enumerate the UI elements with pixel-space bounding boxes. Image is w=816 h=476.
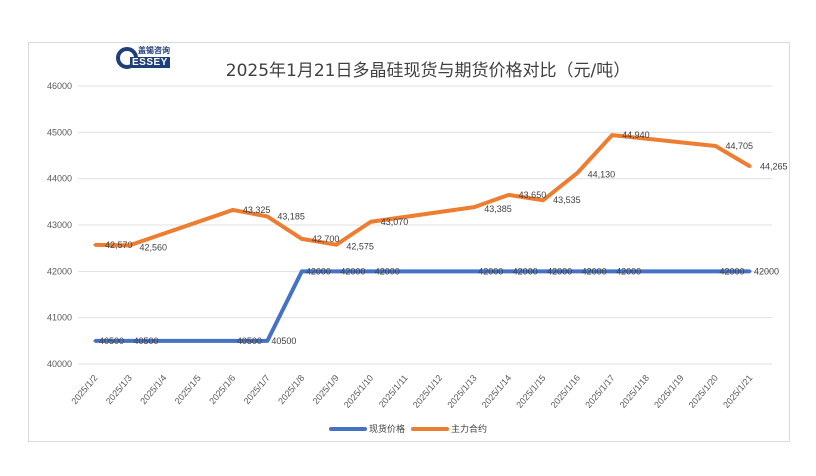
series-line-spot: [95, 269, 750, 343]
data-label: 42000: [306, 266, 331, 276]
data-label: 42000: [720, 266, 745, 276]
series-line-futures: [94, 133, 752, 248]
legend-item-futures[interactable]: 主力合约: [411, 422, 487, 435]
data-label: 42000: [478, 266, 503, 276]
data-label: 42000: [582, 266, 607, 276]
x-tick-label: 2025/1/17: [583, 373, 616, 410]
x-tick-label: 2025/1/18: [618, 373, 651, 410]
y-tick-label: 44000: [47, 174, 72, 184]
data-label: 43,325: [243, 205, 271, 215]
data-point: [472, 205, 476, 209]
data-point: [300, 269, 304, 273]
data-point: [265, 214, 269, 218]
data-label: 42000: [547, 266, 572, 276]
legend: 现货价格 主力合约: [0, 422, 816, 435]
x-tick-label: 2025/1/11: [377, 373, 410, 410]
x-tick-label: 2025/1/20: [687, 373, 720, 410]
data-label: 43,185: [277, 211, 305, 221]
y-tick-label: 41000: [47, 313, 72, 323]
data-point: [231, 339, 235, 343]
data-label: 42000: [754, 266, 779, 276]
data-point: [300, 237, 304, 241]
data-label: 43,650: [519, 190, 547, 200]
data-point: [576, 269, 580, 273]
data-point: [127, 243, 131, 247]
legend-label-spot: 现货价格: [368, 425, 405, 435]
x-tick-label: 2025/1/7: [242, 373, 272, 406]
data-label: 43,385: [484, 204, 512, 214]
y-tick-label: 42000: [47, 266, 72, 276]
data-label: 42,570: [105, 240, 133, 250]
data-label: 40500: [271, 336, 296, 346]
data-point: [265, 339, 269, 343]
data-point: [93, 243, 97, 247]
y-tick-label: 40000: [47, 359, 72, 369]
x-tick-label: 2025/1/16: [549, 373, 582, 410]
data-label: 40500: [99, 336, 124, 346]
data-point: [472, 269, 476, 273]
data-label: 42,700: [312, 234, 340, 244]
data-label: 44,705: [726, 141, 754, 151]
data-label: 42000: [513, 266, 538, 276]
data-point: [714, 144, 718, 148]
data-point: [748, 269, 752, 273]
data-label: 40500: [237, 336, 262, 346]
data-label: 44,130: [588, 170, 616, 180]
chart-frame: [28, 42, 790, 442]
data-point: [231, 208, 235, 212]
data-point: [610, 133, 614, 137]
chart-title: 2025年1月21日多晶硅现货与期货价格对比（元/吨）: [225, 61, 631, 81]
x-tick-label: 2025/1/2: [69, 373, 99, 406]
data-point: [610, 269, 614, 273]
x-tick-label: 2025/1/6: [207, 373, 237, 406]
data-label: 43,535: [553, 195, 581, 205]
data-label: 42,575: [346, 242, 374, 252]
data-label: 42000: [375, 266, 400, 276]
x-tick-label: 2025/1/19: [652, 373, 685, 410]
x-tick-label: 2025/1/8: [276, 373, 306, 406]
data-point: [576, 171, 580, 175]
data-label: 42000: [616, 266, 641, 276]
data-label: 42,560: [139, 242, 167, 252]
data-label: 44,265: [760, 161, 788, 171]
data-point: [369, 269, 373, 273]
data-point: [127, 339, 131, 343]
data-point: [507, 269, 511, 273]
data-point: [714, 269, 718, 273]
logo-en: ESSEY: [130, 57, 170, 68]
data-label: 40500: [133, 336, 158, 346]
x-tick-label: 2025/1/15: [514, 373, 547, 410]
x-tick-label: 2025/1/5: [173, 373, 203, 406]
y-tick-label: 45000: [47, 127, 72, 137]
x-tick-label: 2025/1/13: [445, 373, 478, 410]
legend-label-futures: 主力合约: [451, 425, 488, 435]
logo-cn: 盖锡咨询: [138, 46, 170, 55]
data-point: [541, 198, 545, 202]
data-label: 43,070: [381, 217, 409, 227]
x-tick-label: 2025/1/3: [104, 373, 134, 406]
data-point: [93, 339, 97, 343]
data-point: [541, 269, 545, 273]
data-point: [369, 220, 373, 224]
data-point: [748, 164, 752, 168]
x-tick-label: 2025/1/12: [411, 373, 444, 410]
data-point: [334, 269, 338, 273]
x-tick-label: 2025/1/10: [342, 373, 375, 410]
gessey-logo: 盖锡咨询 ESSEY: [116, 45, 176, 71]
data-point: [334, 243, 338, 247]
x-tick-label: 2025/1/9: [311, 373, 341, 406]
data-label: 44,940: [622, 130, 650, 140]
legend-swatch-futures: [411, 426, 449, 431]
y-tick-label: 46000: [47, 81, 72, 91]
x-tick-label: 2025/1/21: [721, 373, 754, 410]
legend-item-spot[interactable]: 现货价格: [328, 422, 405, 435]
y-tick-label: 43000: [47, 220, 72, 230]
data-point: [507, 193, 511, 197]
x-tick-label: 2025/1/4: [138, 373, 168, 406]
legend-swatch-spot: [328, 426, 367, 431]
x-tick-label: 2025/1/14: [480, 373, 513, 410]
data-label: 42000: [340, 266, 365, 276]
